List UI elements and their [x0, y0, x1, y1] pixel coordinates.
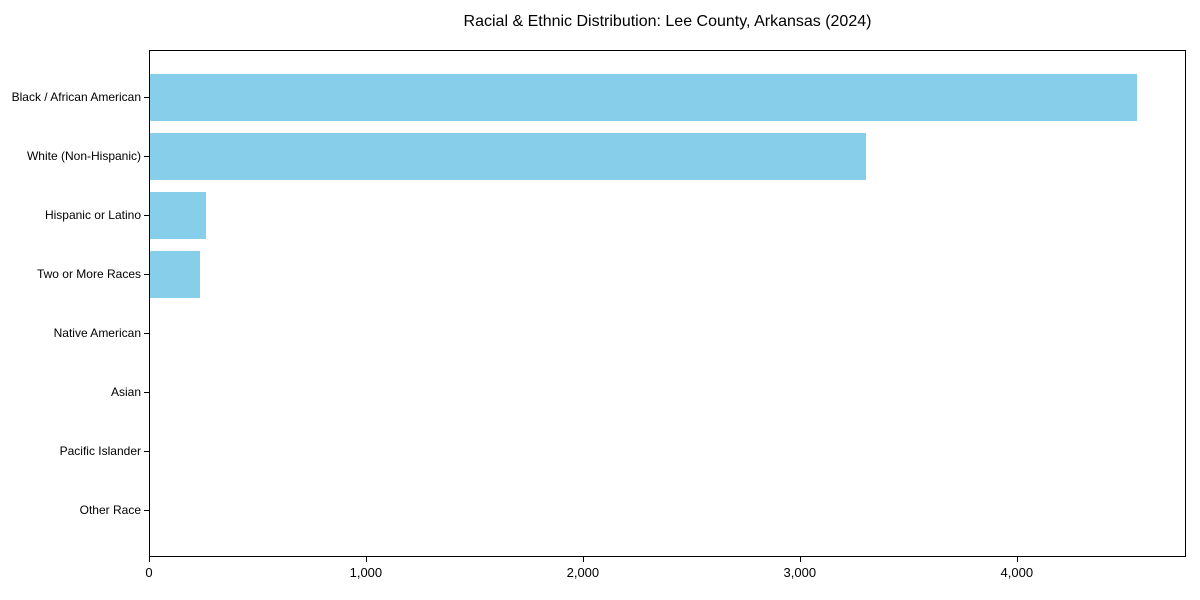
y-tick-white-non-hispanic	[144, 155, 149, 157]
y-tick-native-american	[144, 333, 149, 334]
y-tick-pacific-islander	[144, 451, 149, 453]
y-tick-asian	[144, 392, 149, 394]
x-tick-3-000	[799, 557, 801, 562]
y-label-native-american: Native American	[53, 326, 141, 340]
x-tick-1-000	[365, 557, 367, 562]
y-tick-black-african-american	[144, 96, 149, 98]
x-label-2-000: 2,000	[566, 565, 600, 580]
x-label-3-000: 3,000	[783, 565, 817, 580]
plot-area	[149, 50, 1186, 557]
y-label-black-african-american: Black / African American	[11, 89, 141, 104]
chart-title: Racial & Ethnic Distribution: Lee County…	[463, 13, 872, 30]
x-tick-4-000	[1016, 557, 1018, 562]
y-tick-other-race	[144, 510, 149, 512]
y-label-white-non-hispanic: White (Non-Hispanic)	[26, 148, 141, 163]
y-label-two-or-more-races: Two or More Races	[36, 267, 141, 281]
x-tick-0	[149, 557, 150, 562]
x-label-1-000: 1,000	[349, 565, 383, 580]
x-label-4-000: 4,000	[1000, 565, 1034, 580]
x-tick-2-000	[582, 557, 584, 562]
y-label-hispanic-or-latino: Hispanic or Latino	[44, 207, 141, 222]
y-label-asian: Asian	[110, 385, 141, 400]
y-tick-two-or-more-races	[144, 274, 149, 275]
bar-white-non-hispanic	[150, 133, 866, 181]
bar-hispanic-or-latino	[150, 192, 207, 240]
bar-black-african-american	[150, 74, 1138, 122]
bar-two-or-more-races	[150, 251, 200, 299]
y-label-pacific-islander: Pacific Islander	[59, 444, 141, 459]
y-label-other-race: Other Race	[79, 503, 141, 518]
x-label-0: 0	[145, 565, 153, 580]
y-tick-hispanic-or-latino	[144, 214, 149, 216]
